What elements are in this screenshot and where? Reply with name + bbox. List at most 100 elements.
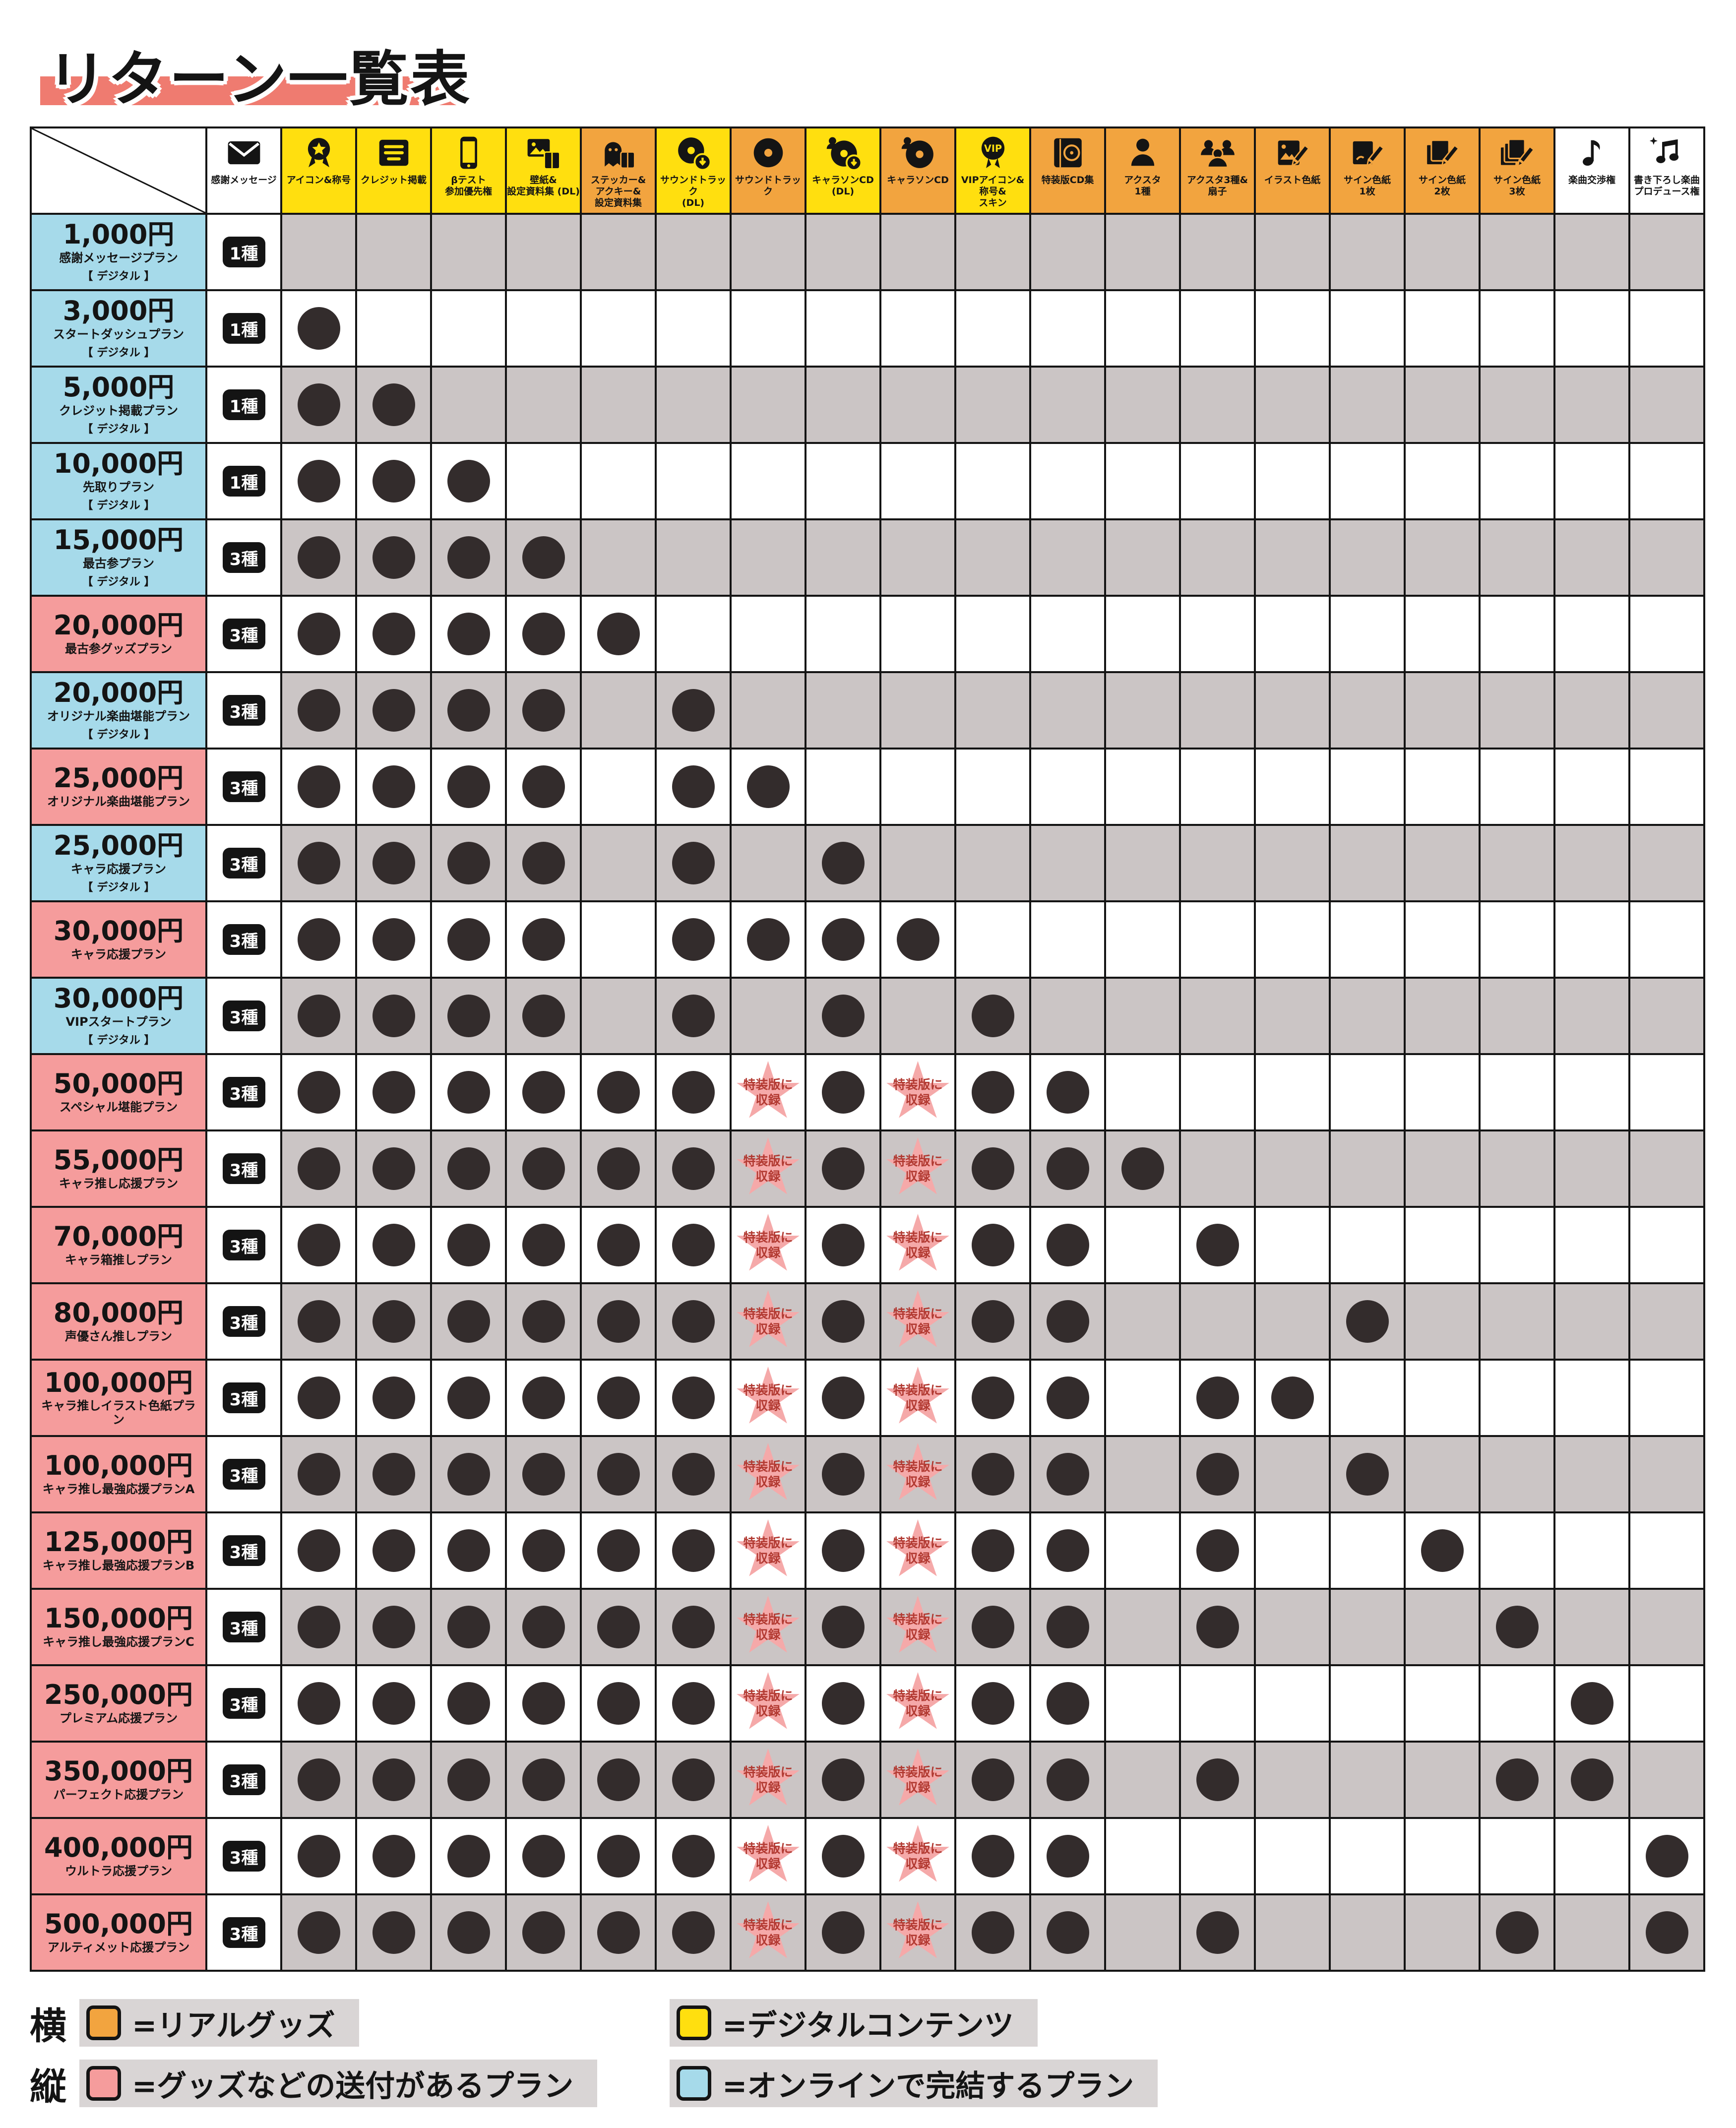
reward-included-dot [522,1682,565,1725]
plan-name: パーフェクト応援プラン [53,1788,184,1802]
cell-r18-c10: 特装版に 収録 [881,1513,954,1588]
reward-included-dot [971,1147,1014,1190]
reward-included-dot [447,1300,490,1343]
cell-r9-c10 [881,826,954,900]
cell-r21-c11 [956,1743,1029,1817]
reward-included-dot [522,1606,565,1648]
reward-included-dot [1196,1911,1239,1954]
star-note-text: 特装版に 収録 [893,1153,942,1185]
cell-r12-c14 [1181,1055,1254,1129]
cell-r15-c19 [1555,1284,1628,1359]
cell-r9-c12 [1031,826,1104,900]
star-note-line2: 収録 [755,1475,781,1489]
cell-r11-c6 [582,979,655,1053]
cell-r2-c14 [1181,291,1254,366]
plan-row-header: 50,000円 スペシャル堪能プラン [32,1055,205,1129]
cell-r7-c12 [1031,673,1104,748]
cell-r22-c5 [507,1819,580,1893]
cell-r12-c12 [1031,1055,1104,1129]
cell-r6-c14 [1181,597,1254,671]
plan-price: 80,000円 [53,1297,184,1329]
cell-r9-c13 [1106,826,1179,900]
reward-included-dot [1046,1682,1089,1725]
reward-included-dot [447,1377,490,1419]
star-note-line1: 特装版に [743,1459,793,1474]
cell-r6-c15 [1256,597,1329,671]
cell-r16-c16 [1331,1361,1404,1435]
character-cd-download-icon [825,134,862,171]
reward-included-dot [1046,1758,1089,1801]
cell-r2-c16 [1331,291,1404,366]
star-note-line1: 特装版に [743,1535,793,1550]
cell-r23-c10: 特装版に 収録 [881,1895,954,1970]
cell-r6-c10 [881,597,954,671]
legend-item-digital-content: =デジタルコンテンツ [670,1999,1038,2047]
column-header-3: クレジット掲載 [357,128,430,213]
reward-included-dot [372,613,415,655]
cell-r19-c9 [806,1590,879,1664]
message-kinds-badge: 3種 [222,924,265,955]
reward-included-dot [672,689,715,732]
reward-included-dot [447,1147,490,1190]
cell-r16-c3 [357,1361,430,1435]
plan-row-header: 10,000円 先取りプラン【 デジタル 】 [32,444,205,518]
reward-included-dot [672,1453,715,1496]
cell-r23-c3 [357,1895,430,1970]
cell-r12-c9 [806,1055,879,1129]
cell-r8-c5 [507,750,580,824]
cell-r21-c10: 特装版に 収録 [881,1743,954,1817]
reward-included-dot [447,995,490,1037]
cell-r21-c16 [1331,1743,1404,1817]
reward-included-dot [971,1682,1014,1725]
cell-r10-c13 [1106,902,1179,977]
music-note-icon [1574,134,1611,171]
reward-included-dot [297,383,340,426]
cell-r23-c2 [282,1895,355,1970]
cell-r11-c10 [881,979,954,1053]
cell-r20-c18 [1481,1666,1553,1741]
reward-included-dot [297,536,340,579]
legend-item-real-goods: =リアルグッズ [79,1999,359,2047]
cell-r23-c8: 特装版に 収録 [732,1895,805,1970]
star-note-line2: 収録 [755,1780,781,1795]
reward-included-dot [522,1453,565,1496]
column-header-label: サウンドトラック (DL) [660,175,726,209]
reward-included-dot [672,1071,715,1114]
cell-r5-c2 [282,520,355,595]
reward-included-dot [971,1758,1014,1801]
plan-price: 125,000円 [44,1526,193,1558]
star-note-text: 特装版に 収録 [893,1917,942,1948]
cell-r8-c20 [1630,750,1703,824]
special-edition-note: 特装版に 収録 [881,1437,954,1511]
plan-row-header: 25,000円 オリジナル楽曲堪能プラン [32,750,205,824]
reward-included-dot [372,1758,415,1801]
reward-included-dot [522,613,565,655]
plan-row-header: 100,000円 キャラ推しイラスト色紙プラン [32,1361,205,1435]
plan-row-header: 500,000円 アルティメット応援プラン [32,1895,205,1970]
reward-included-dot [522,1224,565,1266]
cell-r4-c10 [881,444,954,518]
cell-r11-c9 [806,979,879,1053]
cell-r7-c6 [582,673,655,748]
star-note-text: 特装版に 収録 [743,1917,793,1948]
column-header-1: 感謝メッセージ [207,128,280,213]
cell-r3-c20 [1630,368,1703,442]
message-kinds-badge: 3種 [222,1917,265,1948]
cell-r8-c13 [1106,750,1179,824]
cell-r5-c8 [732,520,805,595]
cell-r22-c7 [657,1819,730,1893]
cell-r19-c6 [582,1590,655,1664]
cell-r21-c20 [1630,1743,1703,1817]
cell-r13-c19 [1555,1131,1628,1206]
reward-included-dot [522,1835,565,1878]
column-header-label: 書き下ろし楽曲 プロデュース権 [1633,175,1700,197]
cell-r15-c3 [357,1284,430,1359]
cell-r13-c5 [507,1131,580,1206]
cell-r22-c19 [1555,1819,1628,1893]
reward-included-dot [1046,1377,1089,1419]
reward-included-dot [746,765,790,808]
reward-included-dot [297,1377,340,1419]
cell-r8-c14 [1181,750,1254,824]
cell-r1-c18 [1481,215,1553,289]
special-edition-note: 特装版に 収録 [881,1513,954,1588]
